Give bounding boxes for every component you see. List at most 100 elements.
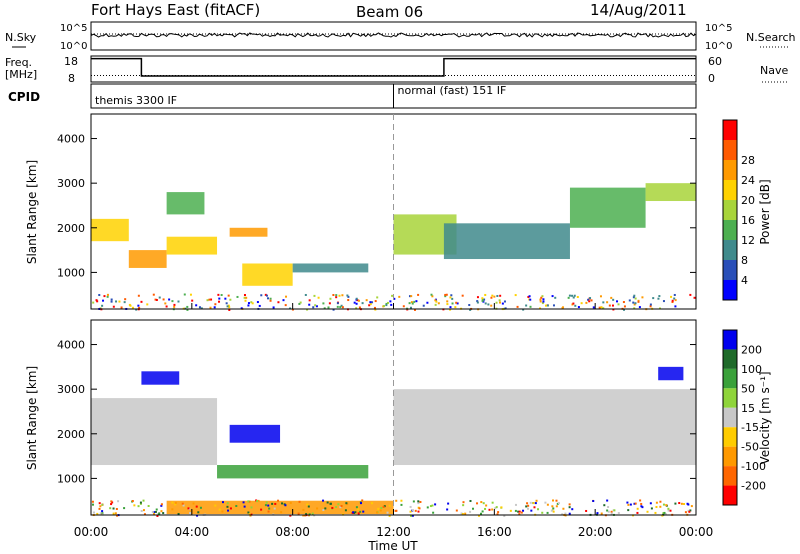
velocity-speckle [600,512,603,515]
power-speckle [522,308,525,311]
velocity-speckle [152,513,155,516]
velocity-speckle [388,514,391,517]
velocity-speckle [429,505,432,508]
velocity-speckle [357,512,360,515]
velocity-speckle [462,504,465,507]
power-speckle [106,293,109,296]
velocity-speckle [376,511,379,514]
velocity-speckle [680,502,683,505]
velocity-cell-1 [229,424,281,443]
power-speckle [528,295,531,298]
velocity-speckle [133,504,136,507]
velocity-speckle [137,505,140,508]
power-speckle [110,300,113,303]
velocity-colorbar: 200 100 50 15 -15 -50 -100 -200 [722,329,766,506]
freq-right-tick-bottom: 0 [708,72,715,85]
velocity-speckle [394,509,397,512]
power-speckle [389,300,392,303]
power-yticks: 1000 2000 3000 4000 [57,133,696,279]
power-speckle [135,308,138,311]
velocity-speckle [649,502,652,505]
power-speckle [446,303,449,306]
power-speckle [124,298,127,301]
power-speckle [633,307,636,310]
velocity-speckle [265,501,268,504]
velocity-speckle [564,512,567,515]
power-speckle [561,307,564,310]
power-speckle [662,300,665,303]
velocity-speckle [606,499,609,502]
velocity-speckle [535,499,538,502]
velocity-speckle [669,509,672,512]
power-speckle [346,294,349,297]
power-speckle [468,304,471,307]
power-speckle [272,306,275,309]
velocity-speckle [417,500,420,503]
velocity-speckle [171,508,174,511]
velocity-speckle [260,508,263,511]
freq-right-tick-top: 60 [708,55,722,68]
power-speckle [277,301,280,304]
velocity-speckle [546,511,549,514]
power-cell-10 [645,183,696,202]
velocity-speckle [156,514,159,517]
velocity-speckle [434,503,437,506]
power-speckle [131,306,134,309]
power-speckle [484,302,487,305]
power-speckle [353,301,356,304]
power-speckle [658,307,661,310]
velocity-speckle [316,507,319,510]
power-speckle [576,295,579,298]
cpid-mode-0: themis 3300 IF [95,94,177,107]
power-speckle [98,294,101,297]
power-speckle [129,304,132,307]
power-speckle [577,306,580,309]
power-speckle [451,302,454,305]
power-speckle [220,294,223,297]
velocity-speckle [155,508,158,511]
velocity-speckle [354,511,357,514]
velocity-speckle [91,500,94,503]
velocity-speckle [143,513,146,516]
velocity-speckle [377,507,380,510]
velocity-speckle [646,510,649,513]
power-speckle [373,306,376,309]
velocity-speckle [412,500,415,503]
velocity-speckle [235,504,238,507]
velocity-speckle [192,502,195,505]
velocity-speckle [189,512,192,515]
power-cell-0 [91,218,129,242]
velocity-speckle [114,512,117,515]
velocity-speckle [607,510,610,513]
power-cell-9 [569,187,646,228]
power-speckle [368,304,371,307]
power-cell-8 [443,223,570,260]
velocity-speckle [110,503,113,506]
velocity-colorbar-tick-1: 100 [741,363,762,376]
velocity-speckle [214,504,217,507]
power-speckle [481,297,484,300]
power-speckle [298,302,301,305]
power-speckle [568,294,571,297]
power-speckle [410,301,413,304]
velocity-speckle [678,502,681,505]
velocity-speckle [101,503,104,506]
velocity-speckle [322,499,325,502]
velocity-speckle [684,511,687,514]
velocity-speckle [414,509,417,512]
velocity-speckle [555,505,558,508]
power-speckle [228,308,231,311]
velocity-speckle [101,512,104,515]
power-speckle [317,296,320,299]
velocity-speckle [386,511,389,514]
velocity-yticks: 1000 2000 3000 4000 [57,339,696,485]
velocity-speckle [500,506,503,509]
power-speckle [225,302,228,305]
velocity-speckle [491,501,494,504]
power-speckle [186,308,189,311]
power-speckle [628,299,631,302]
velocity-speckle [518,513,521,516]
velocity-speckle [98,507,101,510]
power-speckle [573,294,576,297]
velocity-speckle [461,512,464,515]
